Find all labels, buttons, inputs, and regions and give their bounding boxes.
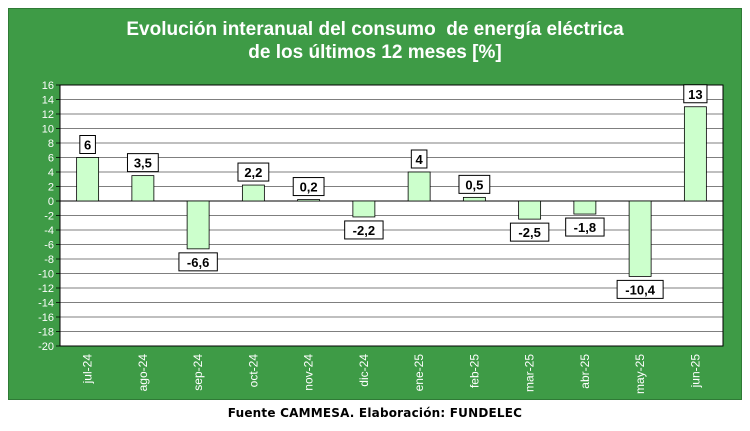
data-label-box (410, 149, 428, 169)
bar (518, 200, 542, 220)
bar (186, 200, 210, 250)
y-tick-label: 14 (42, 95, 54, 107)
x-tick-label: dic-24 (357, 354, 371, 387)
y-tick-label: 10 (42, 124, 54, 136)
x-tick-label: may-25 (633, 354, 647, 394)
y-tick-label: 6 (48, 153, 54, 165)
y-tick-label: 12 (42, 109, 54, 121)
data-label-box (565, 217, 605, 237)
x-tick-label: ene-25 (412, 354, 426, 392)
data-label-box (509, 222, 550, 242)
bar (462, 196, 486, 202)
bar (131, 175, 155, 202)
bar (573, 200, 597, 215)
x-tick-label: abr-25 (578, 354, 592, 389)
y-tick-label: 0 (48, 196, 54, 208)
bar (241, 184, 265, 202)
data-label: -2,2 (353, 223, 375, 238)
y-tick-label: -18 (38, 327, 54, 339)
y-tick-label: -14 (38, 298, 54, 310)
y-tick-label: -10 (38, 269, 54, 281)
data-label: -10,4 (625, 282, 655, 297)
bar (407, 171, 431, 202)
y-tick-label: -4 (44, 225, 54, 237)
data-label: -1,8 (574, 220, 596, 235)
data-label: -6,6 (187, 255, 209, 270)
x-tick-label: ago-24 (136, 354, 150, 392)
data-label-box (79, 135, 96, 154)
data-label-box (458, 174, 491, 194)
bar (683, 106, 707, 202)
data-label-box (344, 220, 384, 240)
y-tick-label: -8 (44, 254, 54, 266)
x-tick-label: nov-24 (302, 354, 316, 391)
bar (297, 199, 321, 202)
bar (76, 157, 100, 202)
y-tick-label: 8 (48, 138, 54, 150)
data-label: 2,2 (244, 165, 262, 180)
chart-title: Evolución interanual del consumo de ener… (0, 18, 750, 64)
data-label-box (126, 153, 159, 173)
y-tick-label: -20 (38, 341, 54, 353)
data-label-box (683, 84, 708, 104)
x-tick-label: jun-25 (688, 354, 702, 389)
chart-title-line2: de los últimos 12 meses [%] (248, 42, 502, 63)
bars (76, 106, 707, 277)
data-label: 6 (84, 138, 91, 153)
chart-title-line1: Evolución interanual del consumo de ener… (126, 19, 624, 40)
y-tick-label: 16 (42, 80, 54, 92)
data-label-box (616, 279, 664, 299)
bar (352, 200, 376, 218)
bar (628, 200, 652, 277)
x-tick-label: oct-24 (246, 354, 260, 388)
data-label: 13 (688, 87, 702, 102)
data-labels: 6 3,5 -6,6 2,2 0,2 -2,2 4 0,5 -2,5 -1,8 -10,4 13 (79, 84, 708, 299)
y-tick-label: -16 (38, 312, 54, 324)
data-label: 4 (416, 152, 424, 167)
x-tick-label: mar-25 (523, 354, 537, 392)
y-tick-label: -12 (38, 283, 54, 295)
x-tick-label: sep-24 (191, 354, 205, 391)
y-tick-label: 2 (48, 182, 54, 194)
x-tick-label: jul-24 (81, 354, 95, 385)
x-axis: jul-24 ago-24 sep-24 oct-24 nov-24 dic-24 ene-… (81, 354, 703, 394)
data-label: 3,5 (134, 156, 152, 171)
data-label-box (237, 162, 270, 182)
data-label: -2,5 (518, 225, 540, 240)
y-tick-label: -2 (44, 211, 54, 223)
y-tick-label: 4 (48, 167, 54, 179)
source-footer: Fuente CAMMESA. Elaboración: FUNDELEC (227, 406, 523, 420)
data-label: 0,5 (465, 177, 483, 192)
grid-lines (60, 84, 723, 347)
y-tick-label: -6 (44, 240, 54, 252)
x-tick-label: feb-25 (467, 354, 481, 388)
data-label: 0,2 (300, 180, 318, 195)
data-label-box (178, 252, 218, 272)
data-label-box (292, 177, 325, 197)
